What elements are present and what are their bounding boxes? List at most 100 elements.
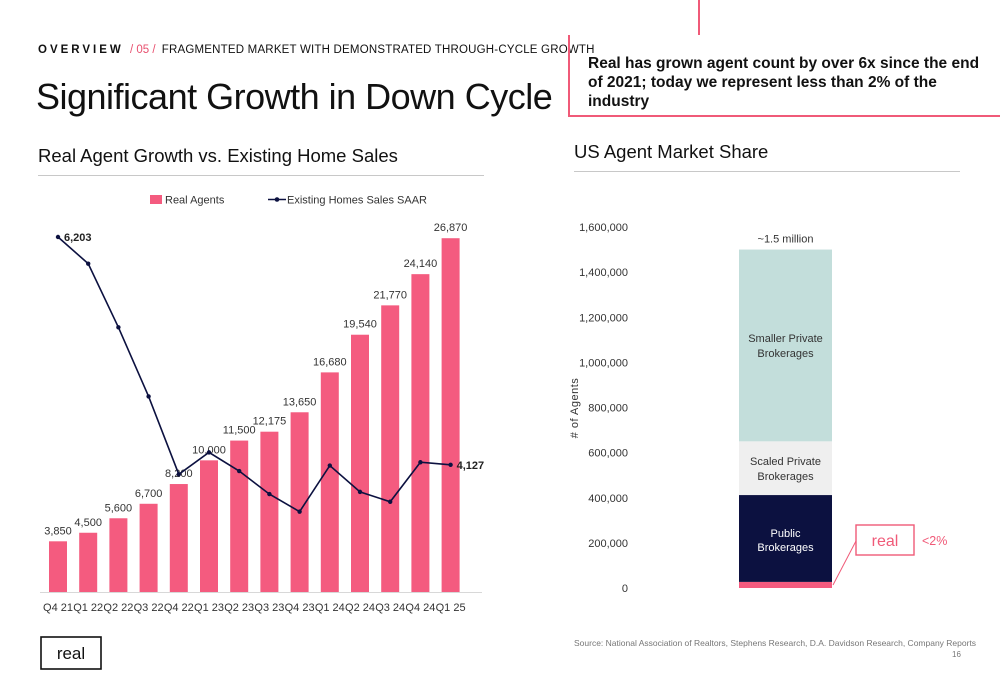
callout-frame bbox=[568, 35, 1000, 117]
real-logo-wordmark: real bbox=[57, 644, 85, 663]
x-tick-label: Q4 22 bbox=[164, 602, 194, 614]
callout-connector-line bbox=[698, 0, 700, 35]
breadcrumb-topic: FRAGMENTED MARKET WITH DEMONSTRATED THRO… bbox=[161, 44, 595, 56]
y-tick-label: 200,000 bbox=[588, 538, 628, 550]
line-point-home-sales bbox=[267, 491, 272, 497]
x-tick-label: Q3 22 bbox=[134, 602, 164, 614]
x-tick-label: Q1 23 bbox=[194, 602, 224, 614]
x-tick-label: Q1 24 bbox=[315, 602, 345, 614]
page-title: Significant Growth in Down Cycle bbox=[36, 76, 553, 117]
breadcrumb: OVERVIEW / 05 / FRAGMENTED MARKET WITH D… bbox=[38, 44, 595, 56]
y-tick-label: 600,000 bbox=[588, 448, 628, 460]
bar-value-label: 11,500 bbox=[223, 425, 256, 437]
bar-real-agents bbox=[109, 518, 128, 592]
line-point-home-sales bbox=[86, 261, 91, 266]
line-value-label: 6,203 bbox=[64, 232, 92, 244]
bar-real-agents bbox=[351, 334, 369, 592]
page-number: 16 bbox=[952, 650, 961, 659]
bar-real-agents bbox=[230, 440, 249, 592]
segment-label-public-line2: Brokerages bbox=[757, 542, 814, 554]
x-tick-label: Q1 22 bbox=[73, 602, 103, 614]
y-axis-label: # of Agents bbox=[569, 378, 581, 439]
real-callout-connector bbox=[832, 540, 857, 586]
y-tick-label: 1,600,000 bbox=[579, 222, 628, 234]
legend-marker-home-sales bbox=[274, 197, 280, 202]
x-tick-label: Q2 24 bbox=[345, 602, 375, 614]
segment-label-scaled-line2: Brokerages bbox=[757, 471, 814, 483]
line-point-home-sales bbox=[297, 509, 302, 514]
bar-real-agents bbox=[381, 305, 400, 592]
callout-text: Real has grown agent count by over 6x si… bbox=[588, 55, 980, 110]
segment-label-public-line1: Public bbox=[771, 528, 801, 540]
line-point-home-sales bbox=[237, 468, 242, 474]
total-label: ~1.5 million bbox=[758, 234, 814, 246]
bar-value-label: 21,770 bbox=[373, 289, 407, 301]
segment-real bbox=[739, 581, 832, 588]
bar-value-label: 5,600 bbox=[105, 502, 133, 514]
x-tick-label: Q4 21 bbox=[43, 602, 73, 614]
line-point-home-sales bbox=[327, 463, 332, 468]
y-tick-label: 800,000 bbox=[588, 403, 628, 415]
segment-label-scaled-line1: Scaled Private bbox=[750, 456, 821, 468]
bar-value-label: 4,500 bbox=[74, 517, 102, 529]
bar-real-agents bbox=[320, 372, 339, 592]
segment-smaller-private bbox=[739, 249, 832, 442]
legend-label-real-agents: Real Agents bbox=[165, 195, 225, 207]
y-tick-label: 0 bbox=[622, 583, 628, 595]
legend-swatch-real-agents bbox=[150, 195, 162, 204]
bar-value-label: 26,870 bbox=[434, 222, 468, 234]
left-chart-title: Real Agent Growth vs. Existing Home Sale… bbox=[38, 145, 398, 166]
segment-scaled-private bbox=[739, 441, 832, 496]
x-tick-label: Q2 22 bbox=[103, 602, 133, 614]
segment-label-smaller-line1: Smaller Private bbox=[748, 333, 823, 345]
x-tick-label: Q4 23 bbox=[285, 602, 315, 614]
x-tick-label: Q3 24 bbox=[375, 602, 405, 614]
bar-real-agents bbox=[290, 412, 309, 592]
y-tick-label: 1,400,000 bbox=[579, 267, 628, 279]
real-callout-logo-frame bbox=[855, 524, 915, 556]
source-note: Source: National Association of Realtors… bbox=[574, 638, 977, 648]
bar-real-agents bbox=[49, 541, 67, 592]
bar-real-agents bbox=[200, 460, 218, 592]
breadcrumb-section: OVERVIEW bbox=[38, 44, 124, 56]
bar-real-agents bbox=[260, 431, 279, 592]
right-chart-divider bbox=[574, 171, 960, 172]
line-point-home-sales bbox=[357, 489, 363, 495]
bar-real-agents bbox=[441, 238, 460, 592]
real-callout-share-label: <2% bbox=[922, 534, 947, 548]
line-value-label: 4,127 bbox=[457, 460, 485, 472]
line-point-home-sales bbox=[206, 450, 212, 455]
y-tick-label: 400,000 bbox=[588, 493, 628, 505]
bar-value-label: 24,140 bbox=[404, 258, 438, 270]
bar-real-agents bbox=[139, 503, 158, 592]
segment-public-brokerages bbox=[739, 495, 832, 582]
line-point-home-sales bbox=[146, 394, 151, 399]
breadcrumb-separator: / 05 / bbox=[129, 44, 156, 56]
bar-value-label: 19,540 bbox=[343, 319, 377, 331]
line-point-home-sales bbox=[448, 462, 453, 467]
segment-label-smaller-line2: Brokerages bbox=[757, 348, 814, 360]
real-callout-logo-wordmark: real bbox=[872, 533, 899, 550]
line-point-home-sales bbox=[116, 325, 121, 330]
bar-value-label: 6,700 bbox=[135, 488, 163, 500]
legend-label-home-sales: Existing Homes Sales SAAR bbox=[287, 195, 427, 207]
real-logo: real bbox=[40, 636, 102, 670]
line-point-home-sales bbox=[176, 472, 181, 477]
real-logo-frame bbox=[40, 636, 102, 670]
bar-real-agents bbox=[79, 532, 98, 592]
bar-value-label: 3,850 bbox=[44, 525, 72, 537]
bar-real-agents bbox=[411, 274, 430, 592]
y-tick-label: 1,000,000 bbox=[579, 357, 628, 369]
bar-value-label: 16,680 bbox=[313, 356, 347, 368]
line-existing-home-sales bbox=[57, 236, 451, 513]
bar-value-label: 12,175 bbox=[253, 416, 287, 428]
left-chart-divider bbox=[38, 175, 484, 176]
y-tick-label: 1,200,000 bbox=[579, 312, 628, 324]
x-tick-label: Q2 23 bbox=[224, 602, 254, 614]
bar-real-agents bbox=[169, 484, 188, 592]
line-point-home-sales bbox=[418, 460, 423, 465]
right-chart-title: US Agent Market Share bbox=[574, 141, 769, 162]
bar-value-label: 13,650 bbox=[283, 396, 317, 408]
